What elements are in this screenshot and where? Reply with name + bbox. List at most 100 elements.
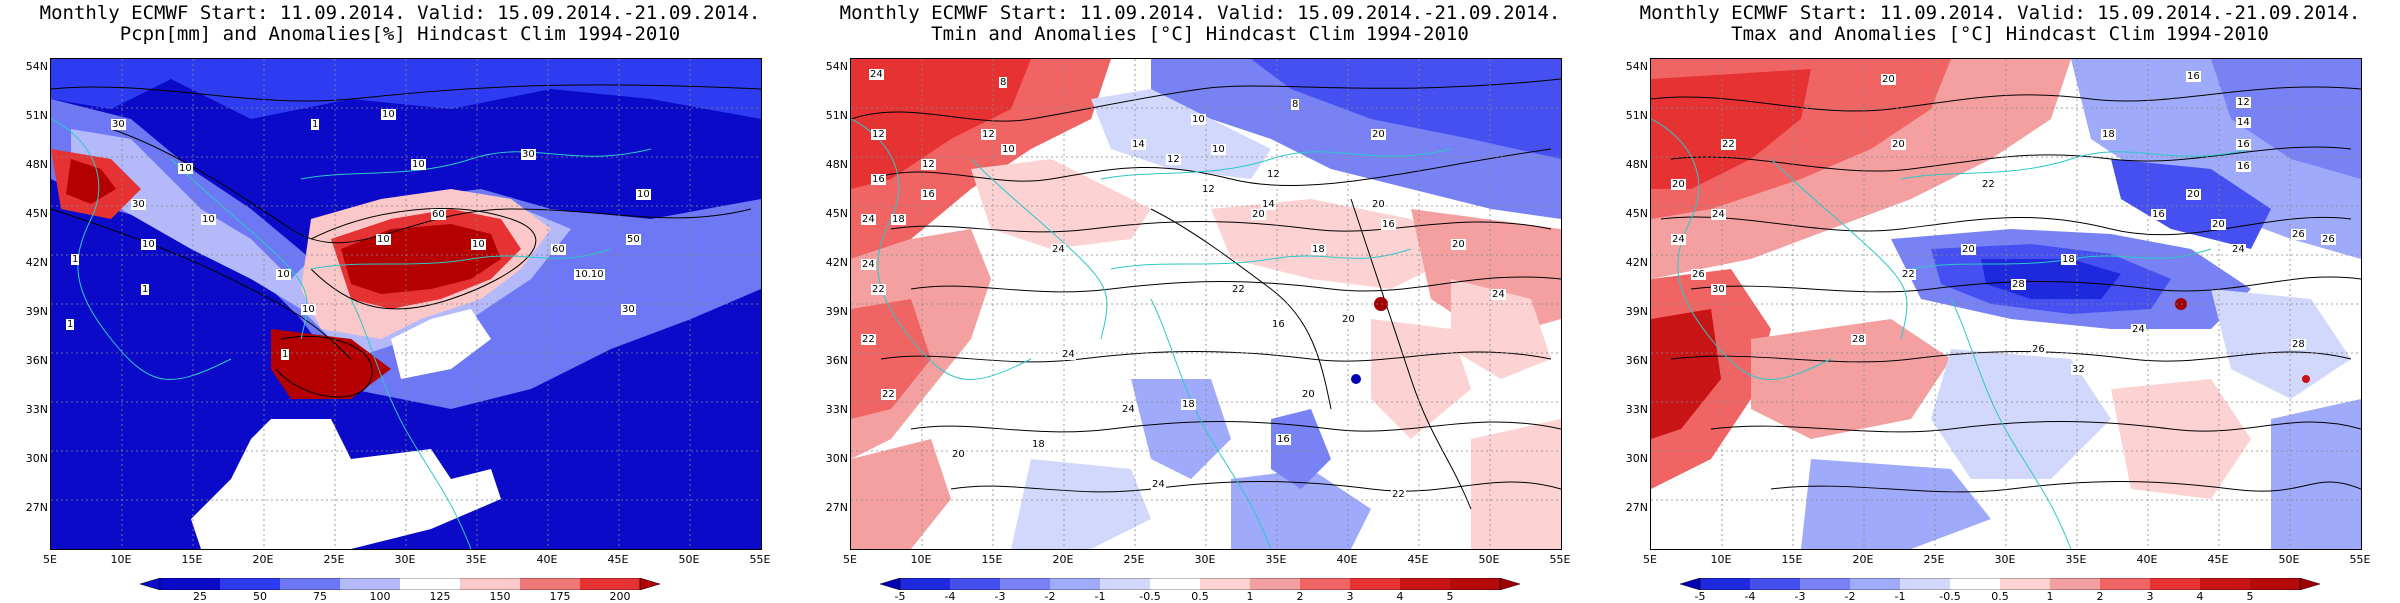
contour-label: 14 [1261,199,1276,210]
lon-label: 5E [43,553,57,566]
contour-label: 20 [2186,189,2201,200]
contour-label: 24 [861,214,876,225]
colorbar-label: 75 [313,590,327,603]
contour-label: 20 [1451,239,1466,250]
contour-label: 14 [2236,117,2251,128]
tmin-panel: Monthly ECMWF Start: 11.09.2014. Valid: … [800,0,1600,603]
contour-label: 1 [71,254,80,265]
contour-label: 12 [871,129,886,140]
contour-label: 30 [111,119,126,130]
colorbar-label: -4 [944,590,956,603]
contour-label: 16 [1381,219,1396,230]
contour-label: 8 [1291,99,1300,110]
colorbar-label: 25 [193,590,207,603]
contour-label: 26 [2291,229,2306,240]
contour-label: 18 [891,214,906,225]
lat-label: 54N [1625,60,1648,73]
contour-label: 22 [1981,179,1996,190]
lon-label: 5E [843,553,857,566]
contour-label: 10 [1001,144,1016,155]
lon-label: 45E [2207,553,2229,566]
lat-label: 48N [25,158,48,171]
contour-label: 20 [1371,199,1386,210]
precipitation-map: 10 10 30 30 10 1 1 10 60 10 10 30 10 50 … [50,58,762,550]
lat-label: 30N [25,452,48,465]
contour-label: 16 [2186,71,2201,82]
lon-label: 30E [1194,553,1216,566]
lon-label: 55E [1549,553,1571,566]
lon-label: 20E [1852,553,1874,566]
contour-label: 30 [131,199,146,210]
lat-label: 39N [25,305,48,318]
lat-label: 27N [825,501,848,514]
panel-title-line1: Monthly ECMWF Start: 11.09.2014. Valid: … [1639,2,2361,24]
contour-label: 20 [1891,139,1906,150]
panel-title-line1: Monthly ECMWF Start: 11.09.2014. Valid: … [839,2,1561,24]
panel-title-line2: Pcpn[mm] and Anomalies[%] Hindcast Clim … [119,23,681,45]
lon-label: 25E [323,553,345,566]
contour-label: 24 [1711,209,1726,220]
lat-label: 33N [825,403,848,416]
contour-label: 10 [376,234,391,245]
colorbar-label: 200 [609,590,631,603]
contour-label: 1 [311,119,320,130]
colorbar-label: 2 [1296,590,1304,603]
contour-label: 10 [1191,114,1206,125]
contour-label: 14 [1131,139,1146,150]
tmax-map: 20 16 12 14 16 22 20 18 16 20 22 20 24 1… [1650,58,2362,550]
contour-label: 22 [1231,284,1246,295]
contour-label: 1 [141,284,150,295]
contour-label: 26 [2321,234,2336,245]
colorbar-label: -5 [1694,590,1706,603]
contour-label: 1 [66,319,75,330]
lat-label: 42N [825,256,848,269]
colorbar-label: 150 [489,590,511,603]
colorbar-label: 100 [369,590,391,603]
contour-label: 18 [2061,254,2076,265]
lon-label: 50E [2278,553,2300,566]
lon-label: 5E [1643,553,1657,566]
contour-label: 10 [141,239,156,250]
lat-label: 33N [1625,403,1648,416]
contour-label: 12 [981,129,996,140]
lon-label: 10E [110,553,132,566]
contour-label: 22 [1901,269,1916,280]
contour-label: 20 [1961,244,1976,255]
lon-label: 30E [1994,553,2016,566]
contour-label: 18 [1181,399,1196,410]
lat-label: 42N [1625,256,1648,269]
colorbar-label: 3 [1346,590,1354,603]
colorbar-label: 4 [1396,590,1404,603]
contour-label: 18 [1311,244,1326,255]
lon-label: 25E [1923,553,1945,566]
lon-label: 15E [181,553,203,566]
colorbar [140,578,660,590]
contour-label: 50 [626,234,641,245]
contour-label: 20 [1371,129,1386,140]
contour-label: 24 [1491,289,1506,300]
panel-title-line2: Tmax and Anomalies [°C] Hindcast Clim 19… [1731,23,2269,45]
colorbar-label: -2 [1844,590,1856,603]
colorbar-label: 50 [253,590,267,603]
lat-label: 30N [1625,452,1648,465]
lat-label: 36N [25,354,48,367]
contour-label: 10 [178,163,193,174]
contour-label: 8 [999,77,1008,88]
lat-label: 48N [1625,158,1648,171]
lon-label: 15E [1781,553,1803,566]
lat-label: 39N [1625,305,1648,318]
colorbar-label: -3 [1794,590,1806,603]
contour-label: 10 [381,109,396,120]
contour-label: 28 [2291,339,2306,350]
contour-label: 12 [1266,169,1281,180]
contour-label: 10 [471,239,486,250]
contour-label: 20 [1251,209,1266,220]
colorbar-label: 2 [2096,590,2104,603]
panel-title-line1: Monthly ECMWF Start: 11.09.2014. Valid: … [39,2,761,24]
colorbar-label: -0.5 [1939,590,1961,603]
contour-label: 24 [1051,244,1066,255]
contour-label: 24 [1121,404,1136,415]
lon-label: 55E [2349,553,2371,566]
colorbar-label: 1 [2046,590,2054,603]
lat-label: 54N [25,60,48,73]
